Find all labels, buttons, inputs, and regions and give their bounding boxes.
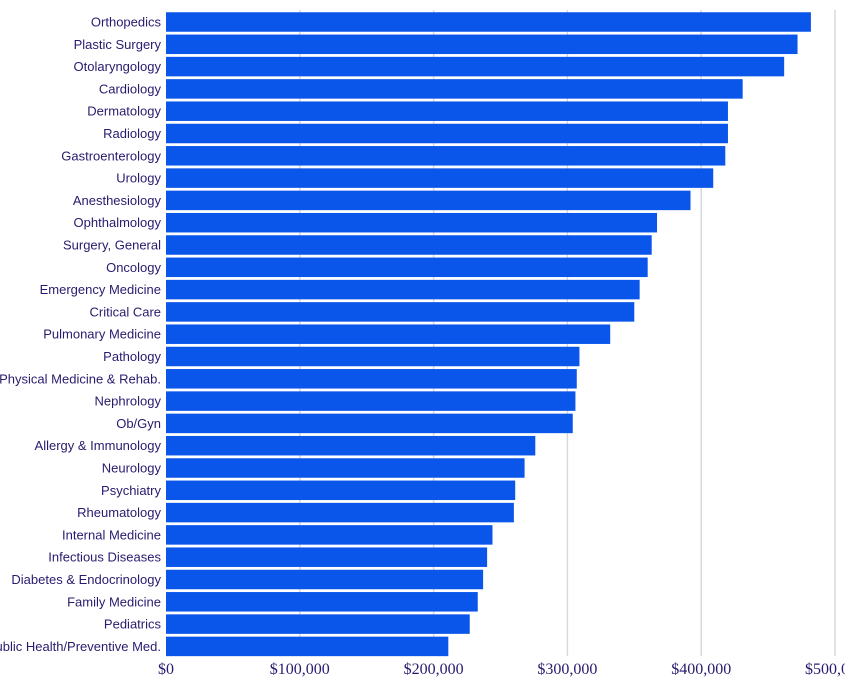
bar-oncology (166, 257, 648, 278)
category-label-gastroenterology: Gastroenterology (61, 148, 161, 163)
category-label-diabetes-endocrinology: Diabetes & Endocrinology (11, 572, 161, 587)
bar-cardiology (166, 79, 743, 99)
category-label-family-medicine: Family Medicine (67, 594, 161, 609)
category-label-internal-medicine: Internal Medicine (62, 527, 161, 542)
category-label-physical-medicine-rehab: Physical Medicine & Rehab. (0, 371, 161, 386)
category-label-plastic-surgery: Plastic Surgery (74, 37, 162, 52)
category-label-cardiology: Cardiology (99, 81, 162, 96)
bar-urology (166, 168, 714, 188)
category-label-pulmonary-medicine: Pulmonary Medicine (43, 327, 161, 342)
bar-pulmonary-medicine (166, 324, 611, 344)
bar-anesthesiology (166, 190, 691, 211)
x-tick-label: $100,000 (270, 661, 330, 678)
x-tick-label: $300,000 (537, 661, 597, 678)
bar-public-health-preventive-med (166, 636, 449, 657)
bar-critical-care (166, 302, 635, 322)
category-label-neurology: Neurology (102, 461, 162, 476)
category-label-radiology: Radiology (103, 126, 161, 141)
bar-ophthalmology (166, 212, 658, 233)
category-label-otolaryngology: Otolaryngology (74, 59, 162, 74)
category-label-emergency-medicine: Emergency Medicine (40, 282, 161, 297)
bar-ob-gyn (166, 413, 573, 434)
bar-diabetes-endocrinology (166, 569, 484, 590)
bar-family-medicine (166, 592, 478, 612)
bar-orthopedics (166, 12, 811, 32)
category-label-ophthalmology: Ophthalmology (74, 215, 162, 230)
bar-gastroenterology (166, 146, 726, 166)
x-tick-label: $200,000 (404, 661, 464, 678)
bars (166, 12, 811, 657)
bar-physical-medicine-rehab (166, 369, 577, 389)
bar-neurology (166, 458, 525, 478)
category-label-rheumatology: Rheumatology (77, 505, 161, 520)
bar-otolaryngology (166, 56, 785, 77)
category-label-critical-care: Critical Care (89, 304, 161, 319)
category-label-orthopedics: Orthopedics (91, 15, 162, 30)
bar-plastic-surgery (166, 34, 798, 55)
bar-dermatology (166, 101, 728, 121)
bar-psychiatry (166, 480, 516, 501)
bar-allergy-immunology (166, 435, 536, 456)
category-labels: Orthopedics Plastic Surgery Otolaryngology… (0, 15, 162, 654)
category-label-dermatology: Dermatology (87, 104, 161, 119)
x-tick-label: $400,000 (671, 661, 731, 678)
category-label-allergy-immunology: Allergy & Immunology (35, 438, 162, 453)
x-axis-tick-labels: $0 $100,000 $200,000 $300,000 $400,000 $500,0… (158, 661, 845, 678)
category-label-oncology: Oncology (106, 260, 161, 275)
bar-internal-medicine (166, 525, 493, 545)
x-tick-label: $0 (158, 661, 174, 678)
category-label-pathology: Pathology (103, 349, 161, 364)
x-tick-label: $500,000 (805, 661, 845, 678)
bar-nephrology (166, 391, 576, 411)
category-label-pediatrics: Pediatrics (104, 617, 162, 632)
category-label-public-health-preventive-med: Public Health/Preventive Med. (0, 639, 161, 654)
bar-pathology (166, 346, 580, 367)
category-label-nephrology: Nephrology (95, 394, 162, 409)
bar-radiology (166, 123, 728, 144)
bar-surgery-general (166, 235, 652, 255)
category-label-urology: Urology (116, 171, 161, 186)
category-label-surgery-general: Surgery, General (63, 238, 161, 253)
category-label-psychiatry: Psychiatry (101, 483, 161, 498)
bar-emergency-medicine (166, 279, 640, 300)
category-label-infectious-diseases: Infectious Diseases (48, 550, 161, 565)
bar-infectious-diseases (166, 547, 488, 567)
category-label-anesthesiology: Anesthesiology (73, 193, 162, 208)
bar-pediatrics (166, 614, 470, 634)
bar-rheumatology (166, 502, 514, 523)
category-label-ob-gyn: Ob/Gyn (116, 416, 161, 431)
